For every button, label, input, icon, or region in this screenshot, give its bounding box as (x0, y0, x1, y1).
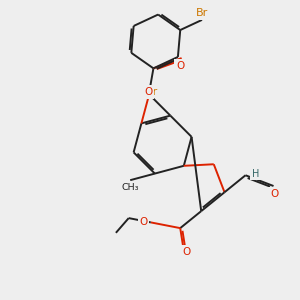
Text: O: O (144, 88, 152, 98)
Text: O: O (270, 188, 278, 199)
Text: O: O (182, 247, 190, 257)
Text: CH₃: CH₃ (122, 183, 139, 192)
Text: Br: Br (146, 87, 158, 97)
Text: H: H (252, 169, 260, 179)
Text: O: O (176, 61, 184, 70)
Text: O: O (140, 218, 148, 227)
Text: Br: Br (196, 8, 208, 18)
